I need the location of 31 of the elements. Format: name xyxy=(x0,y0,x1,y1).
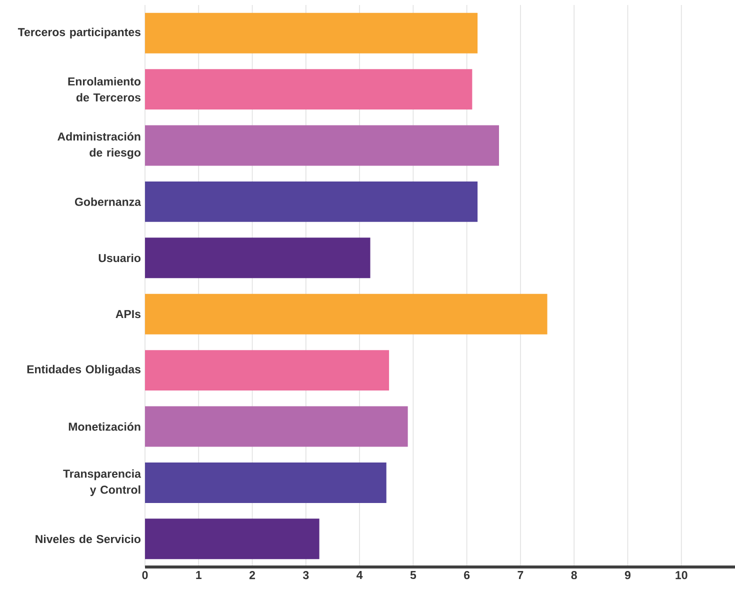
y-tick-label: Usuario xyxy=(98,254,141,262)
bar xyxy=(145,406,408,447)
bar xyxy=(145,462,386,503)
x-tick-label: 4 xyxy=(356,571,363,579)
bar xyxy=(145,238,370,278)
x-tick-label: 3 xyxy=(302,571,309,580)
bar xyxy=(145,125,500,166)
x-tick-label: 0 xyxy=(142,571,148,580)
bar xyxy=(145,294,548,334)
x-tick-label: 7 xyxy=(518,571,524,579)
y-tick-label: Terceros participantes xyxy=(18,28,140,38)
bar xyxy=(145,350,390,391)
x-tick-label: 2 xyxy=(249,571,256,580)
x-tick-label: 6 xyxy=(464,571,470,580)
bar xyxy=(145,518,320,560)
y-tick-label: Monetización xyxy=(68,422,140,431)
x-tick-label: 9 xyxy=(624,571,630,580)
y-tick-label: Entidades Obligadas xyxy=(27,364,141,376)
bar xyxy=(145,12,478,54)
y-tick-label: APIs xyxy=(116,310,141,318)
bar xyxy=(145,181,478,222)
y-tick-label: Transparencia y Control xyxy=(63,469,142,496)
y-tick-label: Niveles de Servicio xyxy=(36,534,140,544)
y-tick-label: Enrolamiento de Terceros xyxy=(68,77,141,102)
y-tick-label: Administración de riesgo xyxy=(58,132,141,159)
x-tick-label: 8 xyxy=(571,571,577,580)
x-tick-label: 10 xyxy=(676,571,688,580)
x-tick-label: 5 xyxy=(410,571,416,580)
y-tick-label: Gobernanza xyxy=(74,197,142,206)
x-tick-label: 1 xyxy=(196,571,202,579)
bar xyxy=(145,69,472,110)
